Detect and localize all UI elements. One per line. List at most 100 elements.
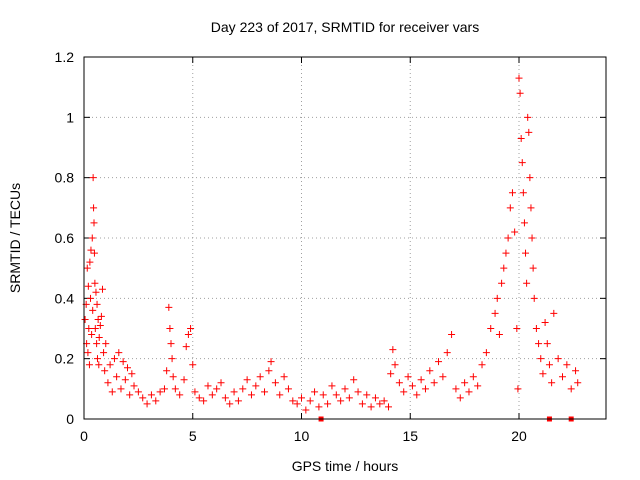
data-point xyxy=(306,397,314,405)
data-point xyxy=(165,303,173,311)
data-point xyxy=(525,128,533,136)
data-point xyxy=(293,400,301,408)
data-point xyxy=(469,373,477,381)
data-point xyxy=(302,406,310,414)
data-point xyxy=(230,388,238,396)
data-point xyxy=(91,279,99,287)
data-point xyxy=(452,385,460,393)
data-point xyxy=(143,400,151,408)
data-point xyxy=(208,391,216,399)
data-point xyxy=(524,113,532,121)
data-point xyxy=(265,367,273,375)
data-point xyxy=(413,391,421,399)
data-point xyxy=(280,373,288,381)
x-tick-label: 10 xyxy=(294,428,310,444)
data-point xyxy=(93,355,101,363)
data-point xyxy=(319,391,327,399)
data-point xyxy=(83,264,91,272)
data-point xyxy=(530,294,538,302)
data-point xyxy=(535,340,543,348)
data-point xyxy=(89,174,97,182)
y-tick-label: 0 xyxy=(66,411,74,427)
data-point xyxy=(256,373,264,381)
data-point xyxy=(121,376,129,384)
data-point xyxy=(119,358,127,366)
data-point xyxy=(187,325,195,332)
data-point xyxy=(108,388,116,396)
data-point xyxy=(101,367,109,375)
data-point xyxy=(465,388,473,396)
data-point xyxy=(315,403,323,411)
data-point xyxy=(514,385,522,393)
data-point xyxy=(572,367,580,375)
data-point xyxy=(541,318,549,326)
data-point xyxy=(430,379,438,387)
data-point xyxy=(395,379,403,387)
data-point xyxy=(520,219,528,227)
data-point xyxy=(234,397,242,405)
data-point xyxy=(226,400,234,408)
data-point xyxy=(461,379,469,387)
data-point xyxy=(247,391,255,399)
plot-frame xyxy=(83,56,607,420)
data-point xyxy=(90,249,98,257)
data-point xyxy=(124,364,131,372)
y-tick-label: 0.4 xyxy=(55,290,75,306)
data-point xyxy=(519,189,527,197)
data-point xyxy=(102,340,110,348)
data-point xyxy=(88,234,96,242)
data-point xyxy=(289,397,297,405)
data-point xyxy=(81,315,89,323)
data-point xyxy=(408,382,416,390)
data-point xyxy=(495,331,503,339)
y-tick-label: 1 xyxy=(66,109,74,125)
y-tick-label: 0.8 xyxy=(55,170,75,186)
data-point xyxy=(371,394,379,402)
data-point xyxy=(498,279,506,287)
grid-lines xyxy=(84,57,606,419)
data-point xyxy=(182,343,190,351)
y-tick-label: 0.6 xyxy=(55,230,75,246)
data-point xyxy=(169,373,177,381)
data-point xyxy=(341,385,349,393)
data-point xyxy=(426,367,434,375)
data-point xyxy=(527,204,535,212)
data-point xyxy=(298,394,305,402)
data-point xyxy=(166,325,174,332)
data-point xyxy=(385,403,392,411)
data-point xyxy=(574,379,582,387)
data-point xyxy=(354,388,362,396)
data-point xyxy=(532,325,540,332)
data-point xyxy=(85,325,93,332)
data-point xyxy=(104,379,112,387)
x-tick-label: 0 xyxy=(80,428,88,444)
data-point xyxy=(217,379,225,387)
data-point xyxy=(271,379,279,387)
data-point xyxy=(100,349,108,357)
data-point xyxy=(95,361,103,369)
data-point xyxy=(243,376,251,384)
data-point xyxy=(391,361,399,369)
axis-ticks: 0 0.2 0.4 0.6 0.8 1 1.2 0 5 10 15 20 xyxy=(55,49,606,444)
data-point xyxy=(160,385,168,393)
data-point xyxy=(500,264,508,272)
data-point xyxy=(417,376,425,384)
data-point xyxy=(97,312,105,320)
data-point xyxy=(200,397,208,405)
data-point xyxy=(130,382,138,390)
data-point xyxy=(376,400,384,408)
x-axis-label: GPS time / hours xyxy=(292,458,399,474)
data-point xyxy=(152,397,160,405)
x-tick-label: 15 xyxy=(402,428,418,444)
data-point xyxy=(523,279,531,287)
data-point xyxy=(518,159,526,167)
data-point xyxy=(110,355,118,363)
data-point xyxy=(528,234,536,242)
data-point xyxy=(554,355,562,363)
data-point xyxy=(387,370,395,378)
data-point xyxy=(84,349,92,357)
data-point xyxy=(482,349,490,357)
data-point xyxy=(493,294,501,302)
data-point xyxy=(504,234,512,242)
